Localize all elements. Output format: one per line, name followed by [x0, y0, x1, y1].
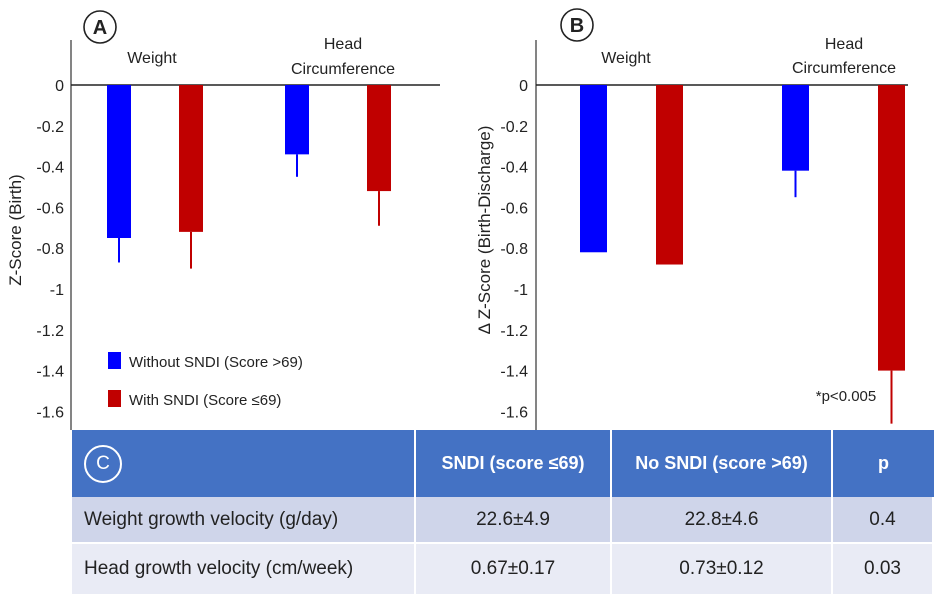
cell-p: 0.4 — [833, 497, 934, 544]
y-axis-label: Z-Score (Birth) — [6, 174, 25, 285]
y-tick-label: -1.2 — [36, 323, 64, 340]
chart-panel-a: A 0 -0.2 -0.4 -0.6 -0.8 -1 -1.2 -1.4 -1.6 Z-Score … — [6, 10, 440, 430]
y-tick-label: -0.2 — [500, 119, 528, 136]
y-tick-label: -0.6 — [36, 200, 64, 217]
bar — [367, 85, 391, 192]
cell-no-sndi: 0.73±0.12 — [612, 544, 833, 594]
y-tick-label: -0.8 — [500, 241, 528, 258]
y-axis-label: Δ Z-Score (Birth-Discharge) — [475, 126, 494, 335]
table-header-row: C SNDI (score ≤69) No SNDI (score >69) p — [72, 430, 934, 497]
y-tick-label: -1.4 — [36, 364, 64, 381]
legend-swatch — [108, 352, 121, 369]
y-tick-label: -1.4 — [500, 364, 528, 381]
y-tick-label: -1 — [514, 282, 528, 299]
bar — [179, 85, 203, 232]
row-label: Head growth velocity (cm/week) — [72, 544, 416, 594]
table-row: Head growth velocity (cm/week) 0.67±0.17… — [72, 544, 934, 594]
bar — [285, 85, 309, 155]
panel-label-c: C — [84, 444, 122, 483]
category-label: Weight — [127, 50, 177, 67]
panel-badge-circle — [560, 8, 594, 42]
category-label: Weight — [601, 50, 651, 67]
bar — [656, 85, 683, 265]
cell-sndi: 0.67±0.17 — [416, 544, 612, 594]
table-row: Weight growth velocity (g/day) 22.6±4.9 … — [72, 497, 934, 544]
cell-no-sndi: 22.8±4.6 — [612, 497, 833, 544]
header-p: p — [833, 430, 934, 497]
bar — [782, 85, 809, 171]
bar — [878, 85, 905, 371]
panel-label: A — [93, 17, 107, 39]
y-tick-label: 0 — [55, 78, 64, 95]
y-tick-label: -1.6 — [36, 404, 64, 421]
y-tick-label: -0.4 — [500, 160, 528, 177]
chart-panel-b: B 0 -0.2 -0.4 -0.6 -0.8 -1 -1.2 -1.4 -1.6 Δ Z-Scor… — [475, 8, 908, 430]
y-tick-label: 0 — [519, 78, 528, 95]
panel-label: B — [570, 15, 584, 37]
cell-p: 0.03 — [833, 544, 934, 594]
table-badge-cell: C — [72, 430, 416, 497]
category-label: Head Circumference — [792, 36, 896, 77]
y-tick-label: -0.6 — [500, 200, 528, 217]
growth-velocity-table: C SNDI (score ≤69) No SNDI (score >69) p… — [72, 430, 934, 594]
category-label: Head Circumference — [291, 36, 395, 78]
y-tick-label: -0.8 — [36, 241, 64, 258]
legend-swatch — [108, 390, 121, 407]
header-sndi: SNDI (score ≤69) — [416, 430, 612, 497]
y-tick-label: -0.2 — [36, 119, 64, 136]
bar — [107, 85, 131, 238]
header-no-sndi: No SNDI (score >69) — [612, 430, 833, 497]
y-tick-label: -1.2 — [500, 323, 528, 340]
bar — [580, 85, 607, 253]
cell-sndi: 22.6±4.9 — [416, 497, 612, 544]
y-tick-label: -0.4 — [36, 160, 64, 177]
significance-annotation: *p<0.005 — [816, 388, 876, 405]
y-tick-label: -1.6 — [500, 404, 528, 421]
y-tick-label: -1 — [50, 282, 64, 299]
legend-label: Without SNDI (Score >69) — [129, 354, 303, 371]
panel-badge-circle — [83, 10, 117, 44]
legend-label: With SNDI (Score ≤69) — [129, 392, 281, 409]
row-label: Weight growth velocity (g/day) — [72, 497, 416, 544]
